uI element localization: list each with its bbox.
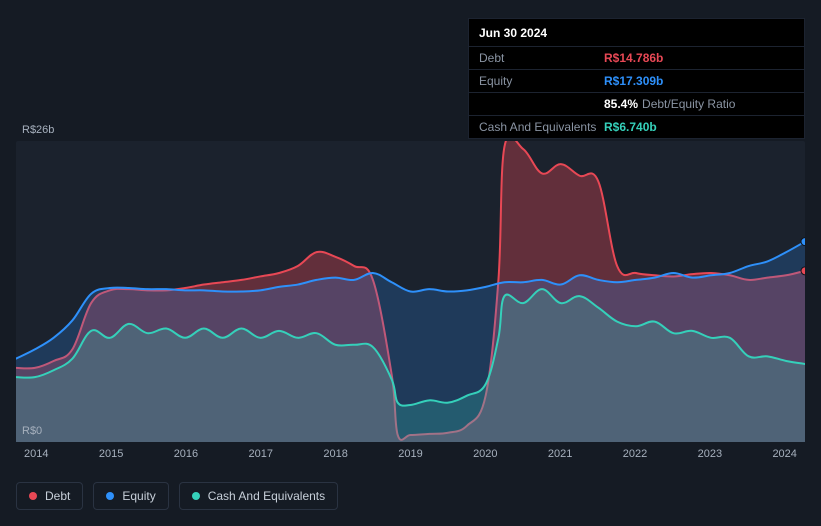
chart-svg [16,141,805,442]
tooltip-value: 85.4%Debt/Equity Ratio [604,97,735,111]
x-axis: 2014 2015 2016 2017 2018 2019 2020 2021 2022 2023… [16,448,805,460]
legend: Debt Equity Cash And Equivalents [16,482,338,510]
tooltip-value: R$14.786b [604,51,663,65]
tooltip-key: Equity [479,74,604,88]
x-axis-label: 2022 [623,448,647,460]
tooltip-key: Debt [479,51,604,65]
chart-container: Jun 30 2024 DebtR$14.786bEquityR$17.309b… [0,0,821,526]
x-axis-label: 2014 [24,448,48,460]
legend-item-equity[interactable]: Equity [93,482,168,510]
tooltip-value: R$6.740b [604,120,657,134]
x-axis-label: 2019 [398,448,422,460]
x-axis-label: 2018 [323,448,347,460]
x-axis-label: 2017 [249,448,273,460]
x-axis-label: 2016 [174,448,198,460]
legend-dot [29,492,37,500]
x-axis-label: 2023 [698,448,722,460]
tooltip-row: Cash And EquivalentsR$6.740b [469,116,804,138]
tooltip-row: 85.4%Debt/Equity Ratio [469,93,804,116]
x-axis-label: 2024 [772,448,796,460]
tooltip-date: Jun 30 2024 [469,19,804,47]
tooltip-value: R$17.309b [604,74,663,88]
y-axis-max-label: R$26b [22,124,54,136]
tooltip-key: Cash And Equivalents [479,120,604,134]
hover-tooltip: Jun 30 2024 DebtR$14.786bEquityR$17.309b… [468,18,805,139]
legend-label: Debt [45,489,70,503]
legend-item-cash-and-equivalents[interactable]: Cash And Equivalents [179,482,338,510]
x-axis-label: 2015 [99,448,123,460]
tooltip-row: EquityR$17.309b [469,70,804,93]
x-axis-label: 2021 [548,448,572,460]
end-marker-equity [801,238,805,246]
end-marker-debt [801,267,805,275]
legend-label: Cash And Equivalents [208,489,325,503]
plot-area[interactable] [16,141,805,442]
tooltip-suffix: Debt/Equity Ratio [642,97,735,111]
legend-item-debt[interactable]: Debt [16,482,83,510]
tooltip-row: DebtR$14.786b [469,47,804,70]
legend-label: Equity [122,489,155,503]
x-axis-label: 2020 [473,448,497,460]
legend-dot [192,492,200,500]
tooltip-key [479,97,604,111]
legend-dot [106,492,114,500]
y-axis-min-label: R$0 [22,425,42,437]
